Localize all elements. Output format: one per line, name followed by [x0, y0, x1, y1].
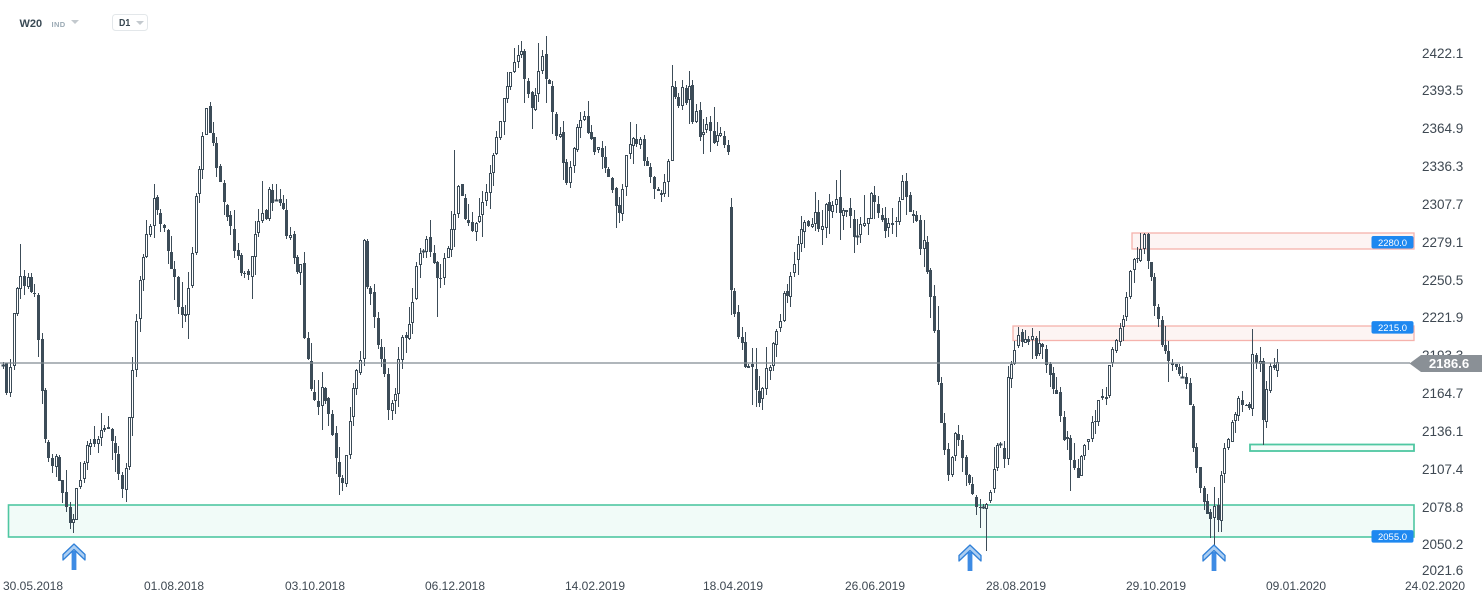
svg-text:2186.6: 2186.6 [1429, 356, 1469, 371]
svg-text:2280.0: 2280.0 [1378, 238, 1407, 249]
svg-text:2055.0: 2055.0 [1378, 532, 1407, 543]
svg-text:2215.0: 2215.0 [1378, 323, 1407, 334]
